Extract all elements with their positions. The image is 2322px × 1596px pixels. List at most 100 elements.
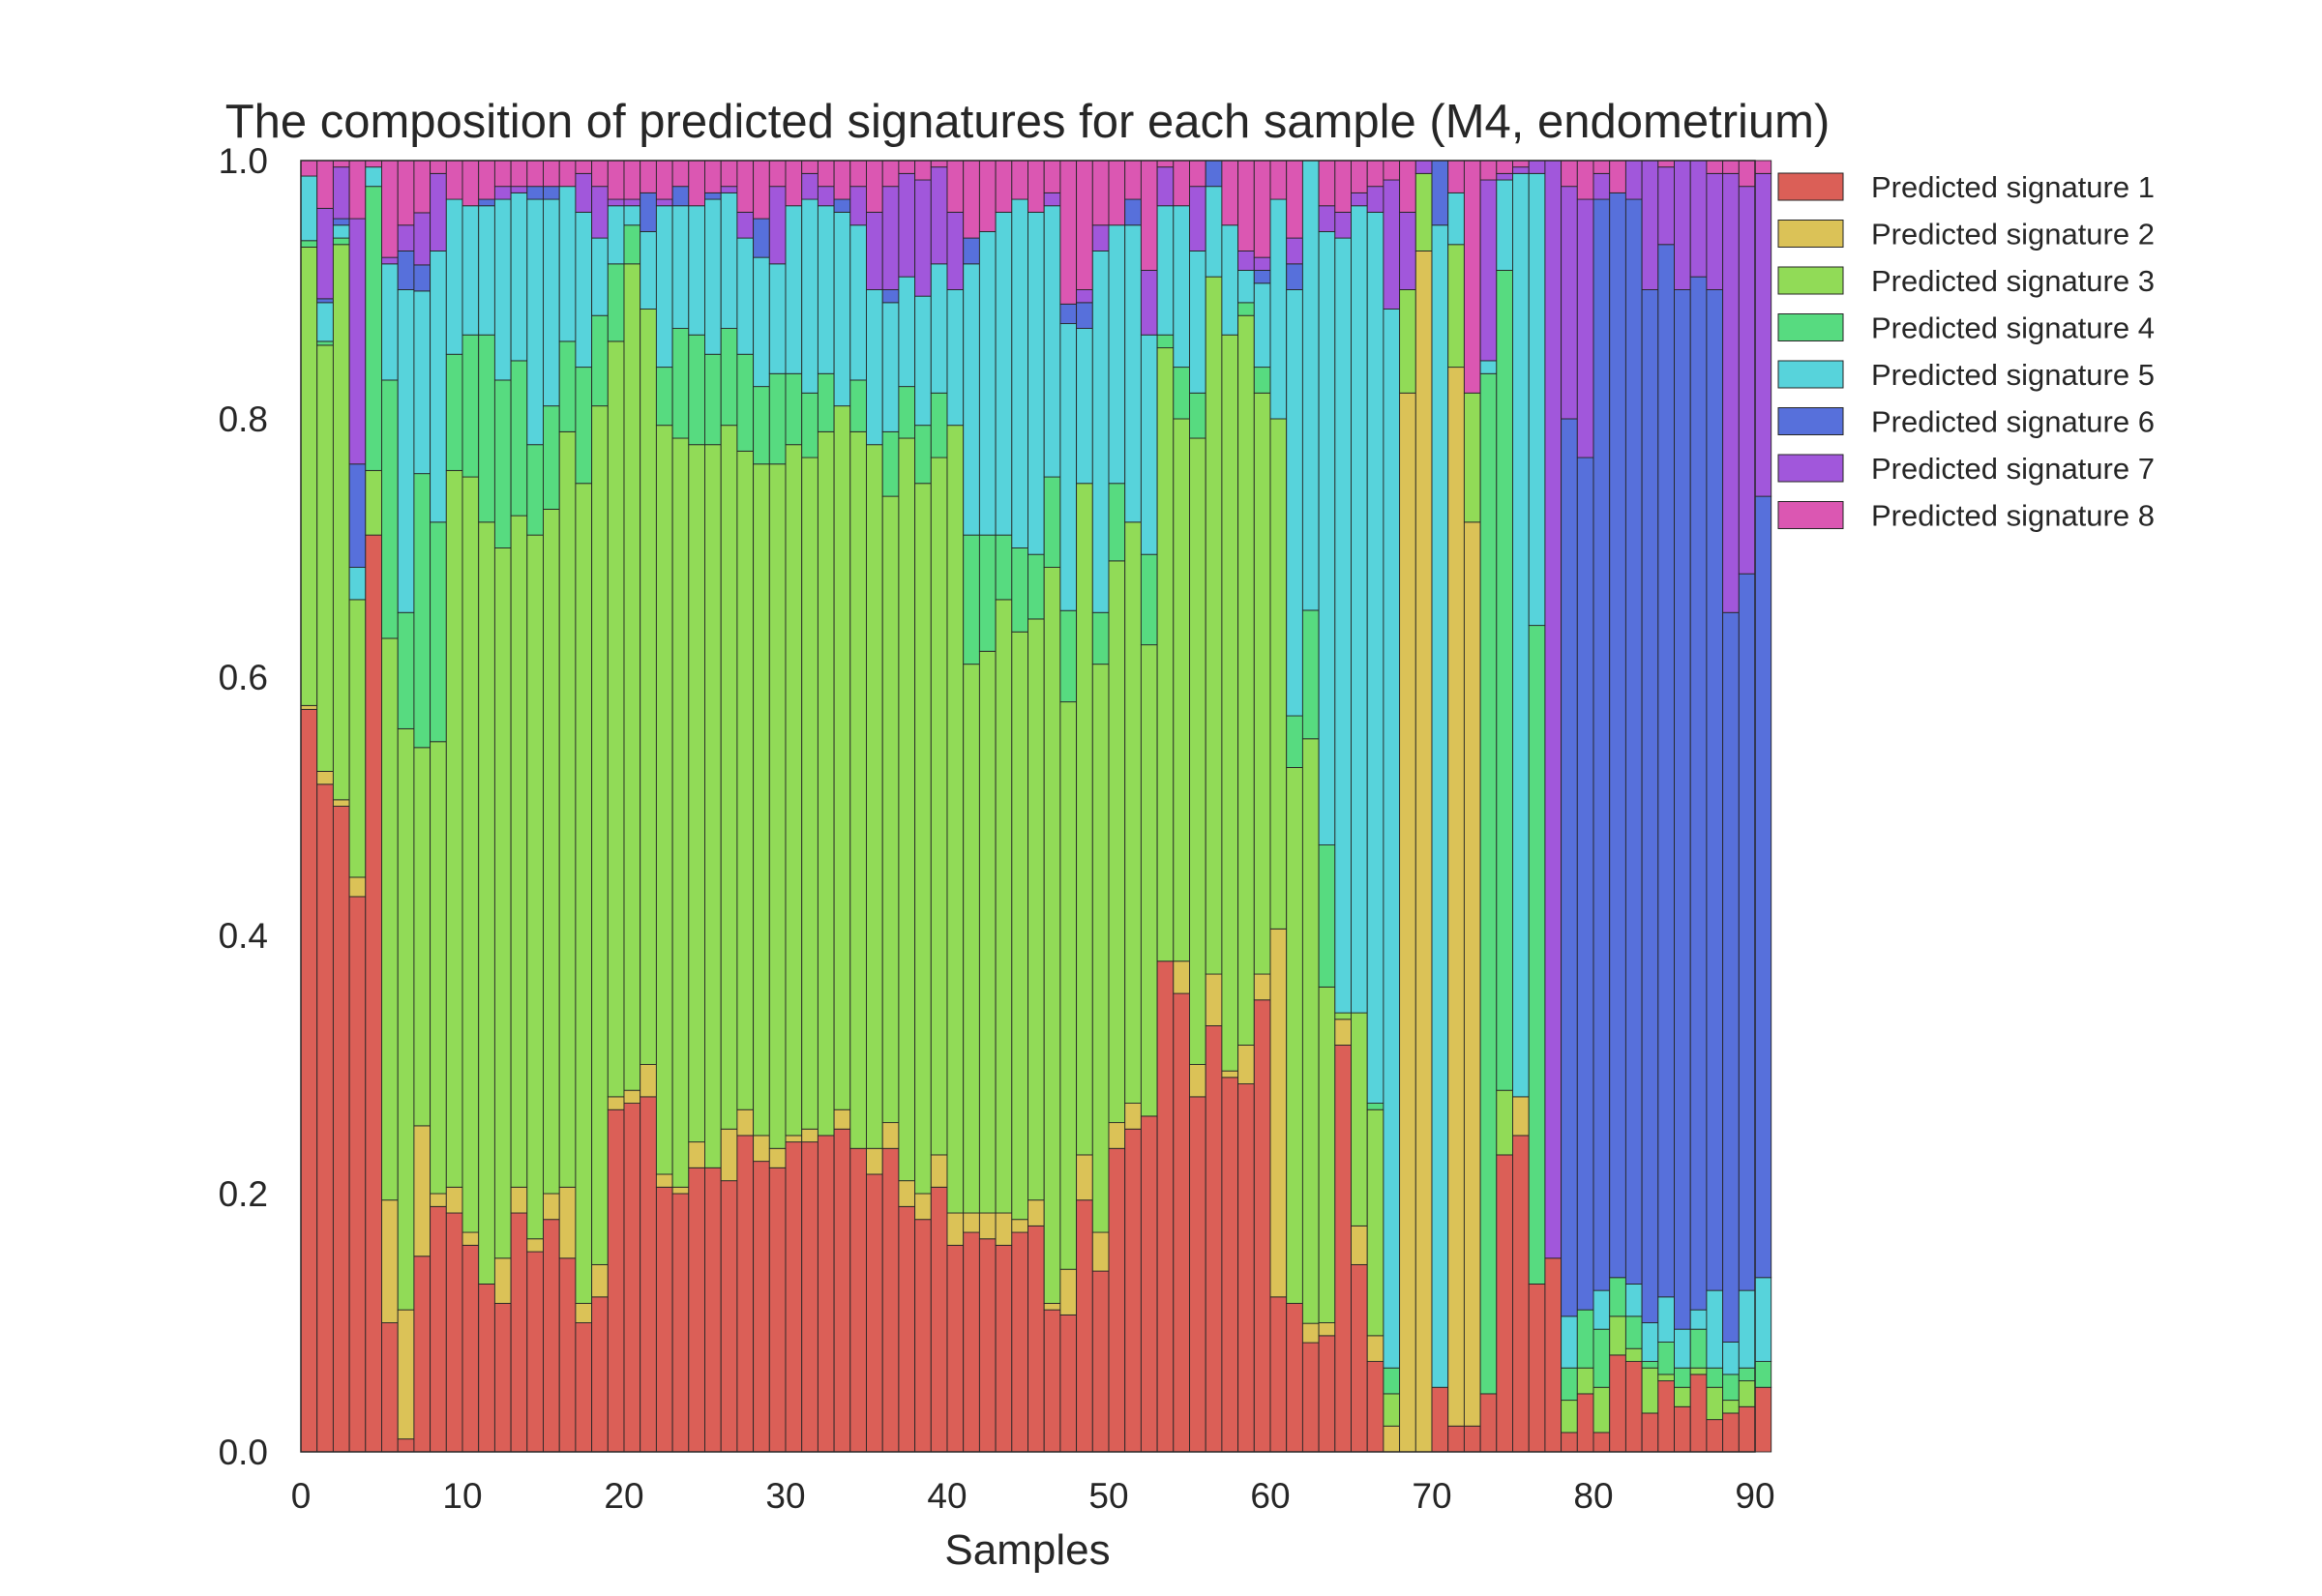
bar-segment (914, 1193, 932, 1221)
bar-segment (332, 799, 350, 807)
bar-segment (833, 1128, 851, 1453)
bar-segment (1205, 186, 1223, 278)
bar-segment (833, 211, 851, 407)
bar-segment (332, 224, 350, 239)
bar-segment (1576, 1309, 1594, 1369)
bar-segment (332, 806, 350, 1453)
bar-segment (1674, 1367, 1691, 1388)
bar-segment (526, 1251, 544, 1453)
legend-label: Predicted signature 1 (1871, 170, 2155, 204)
bar-segment (1269, 418, 1288, 930)
bar-segment (623, 1089, 641, 1104)
bar-segment (1496, 179, 1513, 271)
bar-segment (413, 473, 432, 749)
bar-segment (1076, 289, 1093, 304)
bar-segment (688, 444, 705, 1143)
legend-label: Predicted signature 2 (1871, 218, 2155, 251)
bar-segment (1091, 160, 1110, 226)
y-tick-label: 0.8 (219, 399, 268, 439)
bar-segment (1108, 483, 1126, 562)
bar-segment (1059, 609, 1078, 703)
bar-segment (493, 198, 512, 381)
bar-segment (1027, 160, 1045, 213)
bar-segment (1011, 631, 1028, 1221)
bar-segment (881, 430, 900, 497)
bar-segment (1674, 1386, 1691, 1407)
x-axis-label: Samples (944, 1526, 1110, 1574)
bar-segment (1609, 1277, 1626, 1317)
bar-segment (1561, 1367, 1578, 1402)
bar-segment (316, 783, 334, 1453)
bar-segment (1738, 1405, 1756, 1453)
bar-segment (381, 1322, 399, 1453)
bar-segment (478, 205, 495, 336)
bar-segment (445, 160, 463, 200)
bar-segment (1253, 160, 1271, 258)
bar-segment (1399, 392, 1416, 1453)
x-tick-label: 60 (1250, 1476, 1290, 1516)
bar-segment (365, 469, 382, 536)
bar-segment (817, 1135, 835, 1453)
bar-segment (1269, 1296, 1288, 1453)
bar-segment (1140, 1115, 1158, 1453)
bar-segment (1738, 1367, 1756, 1382)
chart-title: The composition of predicted signatures … (225, 96, 1831, 148)
bar-segment (688, 1141, 705, 1168)
bar-segment (1689, 160, 1708, 278)
bar-segment (1318, 1335, 1336, 1453)
bar-segment (300, 175, 318, 242)
bar-segment (461, 160, 480, 207)
bar-segment (801, 457, 819, 1130)
bar-segment (1624, 1315, 1643, 1349)
bar-segment (1269, 198, 1288, 420)
bar-segment (881, 302, 900, 432)
bar-segment (1674, 1405, 1691, 1453)
bar-segment (1512, 172, 1530, 1098)
bar-segment (1657, 160, 1675, 168)
bar-segment (1706, 1367, 1724, 1388)
bar-segment (753, 160, 770, 220)
bar-segment (1706, 1386, 1724, 1421)
legend-label: Predicted signature 4 (1871, 311, 2155, 345)
bar-segment (930, 263, 948, 394)
bar-segment (1754, 1277, 1772, 1363)
bar-segment (1561, 186, 1578, 420)
bar-segment (768, 263, 787, 374)
bar-segment (995, 211, 1013, 536)
bar-segment (753, 1161, 770, 1453)
bar-segment (1414, 160, 1433, 174)
bar-segment (478, 334, 495, 523)
bar-segment (526, 186, 544, 200)
bar-segment (381, 1199, 399, 1323)
bar-segment (1593, 172, 1611, 200)
bar-segment (1576, 1393, 1594, 1453)
x-tick-label: 50 (1088, 1476, 1128, 1516)
bar-segment (1140, 553, 1158, 646)
bar-segment (1754, 1386, 1772, 1453)
bar-segment (1479, 372, 1498, 1395)
bar-segment (1124, 1103, 1142, 1130)
bar-segment (1011, 1219, 1028, 1233)
bar-segment (1237, 1083, 1255, 1453)
bar-segment (623, 263, 641, 1091)
bar-segment (914, 179, 932, 297)
bar-segment (640, 192, 657, 232)
bar-segment (1043, 192, 1061, 207)
bar-segment (930, 1154, 948, 1188)
bar-segment (768, 372, 787, 465)
bar-segment (1334, 211, 1352, 239)
bar-segment (720, 192, 738, 330)
bar-segment (348, 896, 367, 1453)
bar-segment (1108, 1147, 1126, 1453)
bar-segment (1366, 1335, 1384, 1362)
bar-segment (720, 425, 738, 1130)
bar-segment (575, 1322, 593, 1453)
bar-segment (1351, 160, 1368, 193)
bar-segment (461, 1244, 480, 1453)
bar-segment (1189, 392, 1206, 439)
bar-segment (1140, 334, 1158, 555)
bar-segment (430, 1193, 447, 1207)
bar-segment (1156, 961, 1175, 1453)
bar-segment (1059, 1314, 1078, 1453)
bar-segment (1609, 1354, 1626, 1453)
